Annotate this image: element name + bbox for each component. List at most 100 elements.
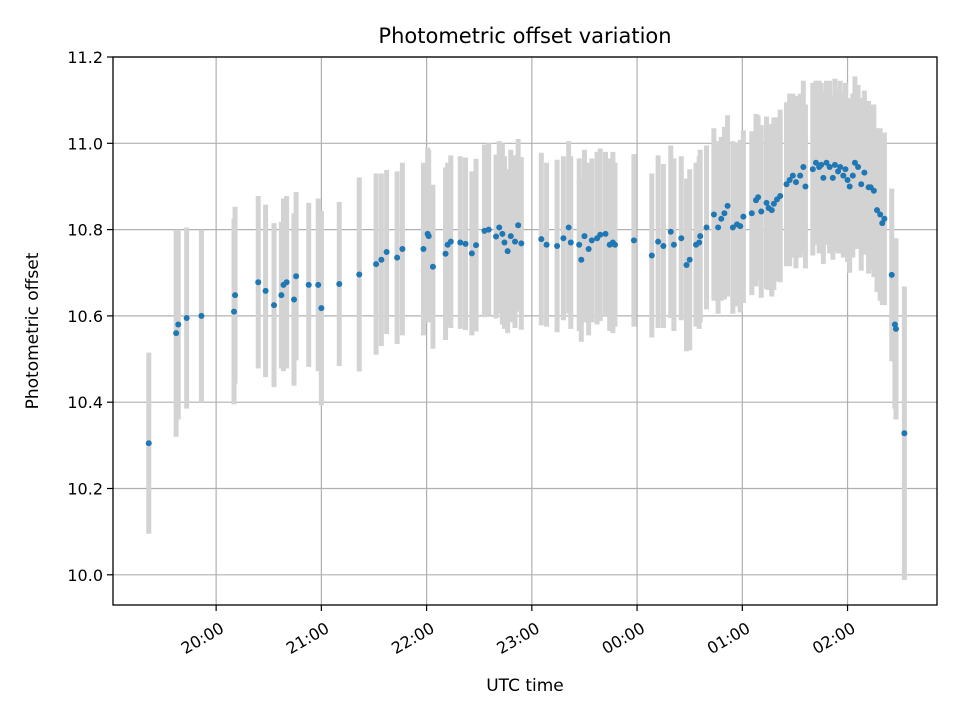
data-point xyxy=(394,254,401,261)
y-axis-label: Photometric offset xyxy=(23,252,43,409)
data-point xyxy=(512,238,519,245)
data-point xyxy=(670,241,677,248)
data-point xyxy=(792,179,799,186)
data-point xyxy=(831,161,838,168)
data-point xyxy=(800,164,807,171)
data-point xyxy=(560,235,567,242)
data-point xyxy=(783,181,790,188)
data-point xyxy=(768,207,775,214)
data-point xyxy=(585,246,592,253)
data-point xyxy=(183,315,190,322)
data-point xyxy=(356,271,363,278)
data-point xyxy=(737,223,744,230)
data-point xyxy=(818,161,825,168)
data-point xyxy=(447,238,454,245)
data-point xyxy=(504,248,511,255)
data-point xyxy=(777,192,784,199)
data-point xyxy=(842,166,849,173)
data-point xyxy=(823,159,830,166)
data-point xyxy=(851,159,858,166)
x-axis-ticks: 20:00 21:00 22:00 23:00 00:00 01:00 02:00 xyxy=(178,605,859,658)
data-point xyxy=(420,246,427,253)
data-point xyxy=(748,210,755,217)
data-point xyxy=(718,215,725,222)
data-point xyxy=(703,224,710,231)
data-point xyxy=(648,252,655,259)
data-point xyxy=(565,224,572,231)
data-point xyxy=(145,440,152,447)
error-bars xyxy=(146,76,907,580)
data-point xyxy=(576,241,583,248)
data-point xyxy=(696,239,703,246)
y-tick-label: 11.2 xyxy=(67,48,103,67)
data-point xyxy=(837,164,844,171)
data-point xyxy=(855,164,862,171)
data-point xyxy=(715,224,722,231)
data-point xyxy=(578,256,585,263)
data-point xyxy=(683,261,690,268)
data-point xyxy=(429,263,436,270)
data-point xyxy=(755,194,762,201)
data-point xyxy=(881,215,888,222)
data-point xyxy=(305,281,312,288)
data-point xyxy=(425,233,432,240)
data-point xyxy=(844,176,851,183)
x-tick-label: 02:00 xyxy=(809,618,858,658)
data-point xyxy=(336,280,343,287)
data-point xyxy=(507,233,514,240)
data-point xyxy=(812,159,819,166)
data-point xyxy=(840,172,847,179)
data-point xyxy=(175,321,182,328)
data-point xyxy=(283,279,290,286)
data-point xyxy=(849,172,856,179)
data-point xyxy=(877,211,884,218)
x-tick-label: 20:00 xyxy=(178,618,227,658)
data-point xyxy=(501,239,508,246)
data-point xyxy=(655,238,662,245)
data-point xyxy=(499,230,506,237)
data-point xyxy=(271,302,278,309)
data-point xyxy=(399,246,406,253)
data-point xyxy=(442,250,449,257)
data-point xyxy=(278,292,285,299)
data-point xyxy=(861,169,868,176)
data-point xyxy=(293,273,300,280)
data-point xyxy=(888,271,895,278)
data-point xyxy=(232,292,239,299)
data-point xyxy=(758,208,765,215)
data-point xyxy=(291,296,298,303)
data-point xyxy=(496,224,503,231)
data-point xyxy=(901,430,908,437)
data-point xyxy=(729,224,736,231)
data-point xyxy=(493,233,500,240)
data-point xyxy=(763,199,770,206)
y-tick-label: 10.6 xyxy=(67,307,103,326)
x-axis-label: UTC time xyxy=(486,676,564,696)
data-point xyxy=(597,231,604,238)
data-point xyxy=(826,164,833,171)
data-point xyxy=(660,242,667,249)
data-points xyxy=(145,159,908,447)
x-tick-label: 23:00 xyxy=(493,618,542,658)
data-point xyxy=(173,330,180,337)
data-point xyxy=(468,250,475,257)
data-point xyxy=(262,287,269,294)
data-point xyxy=(255,279,262,286)
y-tick-label: 10.0 xyxy=(67,566,103,585)
data-point xyxy=(686,256,693,263)
chart-title: Photometric offset variation xyxy=(378,24,671,48)
data-point xyxy=(588,237,595,244)
data-point xyxy=(858,181,865,188)
data-point xyxy=(383,249,390,256)
data-point xyxy=(846,183,853,190)
data-point xyxy=(543,241,550,248)
data-point xyxy=(874,207,881,214)
data-point xyxy=(870,187,877,194)
data-point xyxy=(820,174,827,181)
data-point xyxy=(538,236,545,243)
data-point xyxy=(892,325,899,332)
y-axis-ticks: 10.0 10.2 10.4 10.6 10.8 11.0 11.2 xyxy=(67,48,113,585)
data-point xyxy=(829,174,836,181)
plot-frame xyxy=(112,56,938,606)
x-tick-label: 22:00 xyxy=(388,618,437,658)
